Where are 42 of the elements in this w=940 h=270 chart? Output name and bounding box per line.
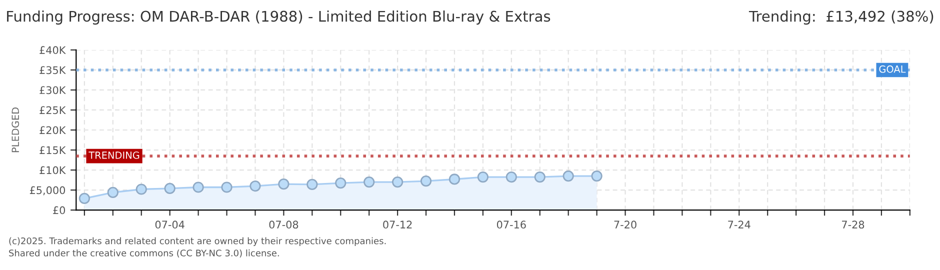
x-tick-label: 7-20: [614, 220, 636, 229]
point: [136, 184, 147, 195]
point: [420, 175, 432, 187]
text: Shared under the creative commons (CC BY-NC 3.0) license.: [9, 249, 279, 258]
y-tick-label: £10K: [40, 166, 66, 174]
point: [591, 170, 602, 182]
point: [534, 171, 546, 183]
point: [506, 171, 517, 183]
point: [562, 170, 574, 182]
y-tick-label: £25K: [40, 106, 66, 114]
ref-line-label: TRENDING: [88, 152, 140, 159]
point: [306, 178, 318, 190]
y-tick-label: £30K: [40, 86, 66, 94]
point: [448, 174, 460, 185]
x-tick-label: 07-08: [269, 220, 298, 229]
x-tick-label: 7-24: [728, 220, 750, 228]
point: [392, 176, 404, 188]
y-tick-label: £20K: [40, 126, 66, 134]
chart-subtitle: Trending: £13,492 (38%): [748, 10, 934, 25]
x-tick-label: 07-12: [383, 220, 412, 229]
y-tick-label: £5,000: [30, 186, 66, 196]
y-tick-label: £35K: [40, 66, 66, 74]
point: [477, 171, 489, 183]
point: [107, 186, 118, 198]
point: [364, 176, 375, 188]
y-tick-label: £15K: [40, 146, 66, 154]
point: [221, 182, 232, 193]
text: (c)2025. Trademarks and related content are owned by their respective companies.: [9, 237, 386, 246]
y-tick-label: £40K: [40, 46, 66, 54]
point: [250, 180, 261, 192]
point: [164, 182, 176, 194]
x-tick-label: 07-16: [496, 220, 526, 229]
x-tick-label: 7-28: [842, 220, 864, 229]
y-tick-label: £0: [53, 206, 66, 214]
x-tick-label: 07-04: [155, 220, 184, 229]
ref-line-label: GOAL: [879, 65, 906, 73]
y-axis-title: PLEDGED: [12, 108, 20, 152]
point: [278, 178, 290, 190]
point: [335, 177, 346, 189]
point: [192, 182, 204, 193]
chart-title: Funding Progress: OM DAR-B-DAR (1988) - Limited Edition Blu-ray & Extras: [7, 10, 550, 25]
point: [78, 192, 90, 204]
